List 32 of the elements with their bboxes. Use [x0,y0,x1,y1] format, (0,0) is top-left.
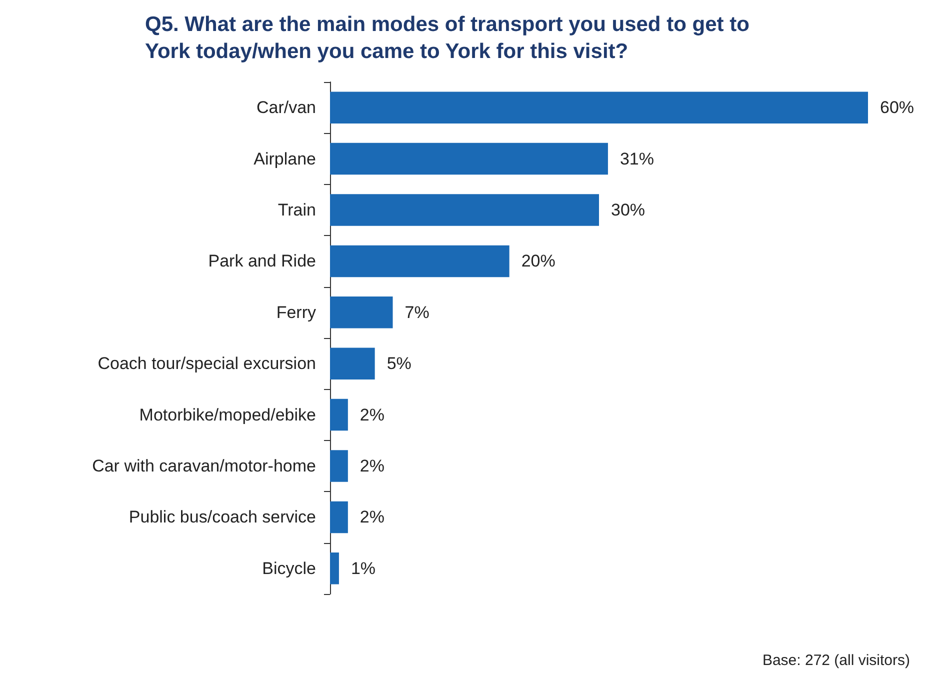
data-label: 2% [360,405,385,424]
y-tick-label: Motorbike/moped/ebike [139,405,316,424]
y-tick-label: Bicycle [262,558,316,578]
data-label: 60% [880,98,914,118]
data-label: 20% [521,252,556,271]
bar [330,501,348,534]
chart-title: Q5. What are the main modes of transport you used to get to York today/when you came to York for this visit? [145,13,756,63]
y-tick-label: Airplane [254,149,316,168]
y-tick-label: Coach tour/special excursion [98,354,316,374]
bar [330,194,599,226]
bar [330,92,868,124]
y-tick-label: Park and Ride [208,252,316,271]
bar [330,245,510,278]
y-tick-label: Ferry [276,302,316,322]
data-label: 5% [386,354,412,374]
bar [330,450,348,482]
data-label: 2% [360,456,385,476]
y-tick-label: Car/van [256,98,316,118]
data-label: 2% [360,508,385,527]
data-label: 7% [404,302,430,322]
y-tick-label: Train [278,200,316,220]
bar [330,348,375,380]
data-label: 30% [611,200,646,220]
y-tick-label: Car with caravan/motor-home [92,456,316,476]
data-label: 1% [350,558,376,578]
data-label: 31% [620,149,654,168]
bar [330,296,393,328]
bar [330,552,339,584]
bar [330,142,608,175]
y-tick-label: Public bus/coach service [128,508,316,527]
text: Base: 272 (all visitors) [762,652,910,669]
bar [330,398,348,431]
